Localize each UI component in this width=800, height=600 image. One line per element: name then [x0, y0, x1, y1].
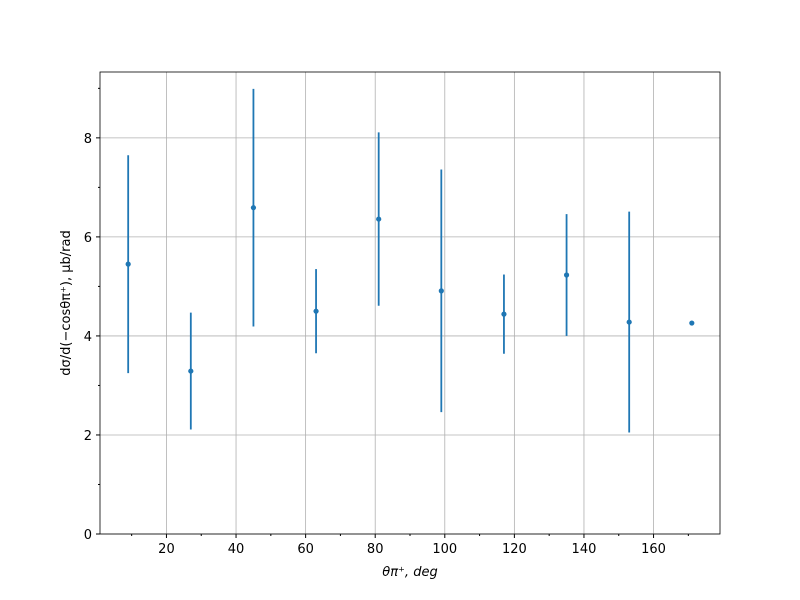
y-tick-label: 0 [84, 528, 92, 543]
data-point [626, 319, 632, 325]
x-tick-label: 160 [641, 542, 666, 557]
data-point [313, 308, 319, 314]
y-axis-label: dσ/d(−cosθπ⁺), μb/rad [59, 230, 74, 375]
x-tick-label: 100 [432, 542, 457, 557]
plot-frame [99, 71, 721, 535]
y-tick-label: 8 [84, 132, 92, 147]
y-tick-label: 6 [84, 231, 92, 246]
data-point [689, 320, 695, 326]
data-point [188, 368, 194, 374]
data-point [563, 272, 570, 278]
x-axis-label: θπ⁺, deg [382, 565, 437, 580]
y-tick-label: 4 [84, 330, 92, 345]
data-point [438, 288, 444, 294]
x-tick-label: 20 [158, 542, 175, 557]
x-tick-label: 80 [367, 542, 384, 557]
data-point [501, 311, 507, 317]
x-tick-label: 140 [572, 542, 597, 557]
x-tick-label: 120 [502, 542, 527, 557]
data-point [125, 261, 131, 267]
x-tick-label: 40 [228, 542, 245, 557]
data-point [376, 216, 382, 222]
y-tick-label: 2 [84, 429, 92, 444]
x-tick-label: 60 [297, 542, 314, 557]
data-point [250, 205, 257, 211]
